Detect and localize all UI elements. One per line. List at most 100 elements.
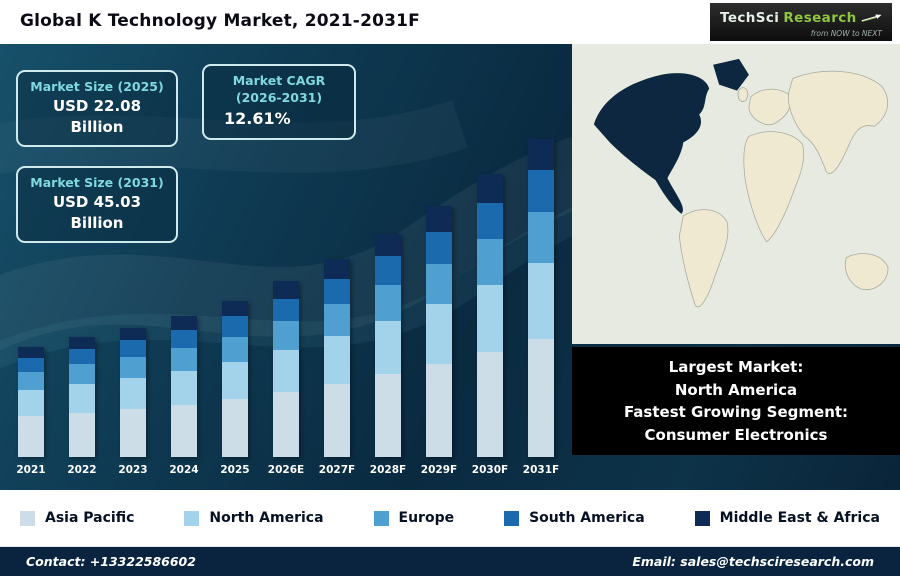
- x-axis-label-2030F: 2030F: [471, 464, 509, 476]
- market-size-2031-unit: Billion: [70, 213, 124, 232]
- segment-asia-pacific: [273, 392, 299, 457]
- legend: Asia Pacific North America Europe South Ame…: [0, 490, 900, 546]
- segment-north-america: [375, 320, 401, 375]
- contact-phone: Contact: +13322586602: [26, 554, 196, 569]
- bar-stack-2030F: [477, 174, 503, 457]
- market-size-2031-label: Market Size (2031): [30, 175, 164, 190]
- segment-south-america: [171, 329, 197, 349]
- segment-asia-pacific: [426, 364, 452, 457]
- segment-asia-pacific: [171, 404, 197, 457]
- market-size-2025-label: Market Size (2025): [30, 79, 164, 94]
- segment-asia-pacific: [375, 374, 401, 457]
- segment-asia-pacific: [324, 383, 350, 457]
- bar-stack-2029F: [426, 206, 452, 457]
- segment-south-america: [69, 348, 95, 365]
- south-america: [678, 209, 729, 308]
- legend-swatch-europe: [373, 510, 389, 526]
- techsci-logo: TechSci Research from NOW to NEXT: [710, 3, 892, 41]
- segment-europe: [18, 372, 44, 390]
- largest-market-label: Largest Market:: [668, 358, 804, 376]
- legend-swatch-north-america: [184, 510, 200, 526]
- segment-north-america: [324, 336, 350, 384]
- legend-label-europe: Europe: [398, 510, 455, 526]
- bar-2030F: 2030F: [467, 174, 513, 478]
- bar-stack-2021: [18, 346, 44, 457]
- segment-south-america: [18, 358, 44, 373]
- legend-swatch-asia-pacific: [20, 510, 35, 526]
- bar-chart: 2021 2022 2023 2024 2025 2026E 2027F 2028F 2029F…: [8, 58, 564, 478]
- x-axis-label-2028F: 2028F: [369, 464, 407, 476]
- x-axis-label-2026E: 2026E: [267, 464, 305, 476]
- market-size-2025-value: USD 22.08: [52, 96, 142, 115]
- segment-asia-pacific: [477, 352, 503, 457]
- segment-middle-east-africa: [375, 233, 401, 257]
- bar-2029F: 2029F: [416, 206, 462, 478]
- british-isles: [737, 87, 749, 102]
- segment-middle-east-africa: [69, 336, 95, 349]
- segment-europe: [120, 357, 146, 378]
- segment-north-america: [426, 304, 452, 365]
- fastest-segment-label: Fastest Growing Segment:: [623, 403, 849, 421]
- segment-europe: [273, 321, 299, 350]
- x-axis-label-2021: 2021: [16, 464, 46, 476]
- segment-middle-east-africa: [273, 281, 299, 299]
- segment-europe: [528, 211, 554, 263]
- bar-stack-2031F: [528, 139, 554, 457]
- bar-stack-2027F: [324, 259, 350, 457]
- legend-swatch-middle-east-africa: [694, 510, 710, 526]
- segment-south-america: [426, 231, 452, 265]
- largest-market-value: North America: [674, 380, 798, 399]
- segment-asia-pacific: [69, 412, 95, 457]
- page-title: Global K Technology Market, 2021-2031F: [20, 11, 420, 31]
- segment-north-america: [171, 370, 197, 405]
- x-axis-label-2024: 2024: [169, 464, 199, 476]
- segment-north-america: [69, 383, 95, 413]
- market-cagr-value: 12.61%: [224, 108, 291, 128]
- bar-stack-2023: [120, 327, 146, 457]
- legend-item-middle-east-africa: Middle East & Africa: [694, 510, 880, 526]
- legend-item-north-america: North America: [184, 510, 324, 526]
- bar-stack-2026E: [273, 281, 299, 457]
- footer: Contact: +13322586602 Email: sales@techs…: [0, 546, 900, 576]
- bar-stack-2024: [171, 315, 197, 457]
- world-map-panel: [572, 44, 900, 344]
- segment-middle-east-africa: [528, 139, 554, 171]
- market-size-2025-box: Market Size (2025) USD 22.08 Billion: [16, 70, 178, 147]
- segment-middle-east-africa: [120, 327, 146, 341]
- x-axis-label-2029F: 2029F: [420, 464, 458, 476]
- logo-arrow-icon: [861, 13, 882, 22]
- segment-south-america: [375, 256, 401, 286]
- legend-label-middle-east-africa: Middle East & Africa: [719, 510, 880, 526]
- segment-asia-pacific: [222, 399, 248, 457]
- segment-europe: [375, 285, 401, 321]
- market-size-2031-box: Market Size (2031) USD 45.03 Billion: [16, 166, 178, 243]
- bar-stack-2022: [69, 336, 95, 457]
- segment-europe: [324, 304, 350, 337]
- market-size-2025-unit: Billion: [70, 117, 124, 136]
- segment-south-america: [273, 298, 299, 322]
- bar-2027F: 2027F: [314, 259, 360, 478]
- segment-south-america: [222, 316, 248, 337]
- bar-2023: 2023: [110, 327, 156, 478]
- australia: [844, 253, 889, 291]
- segment-europe: [477, 239, 503, 285]
- africa: [743, 131, 804, 243]
- market-size-2031-value: USD 45.03: [52, 192, 142, 211]
- segment-south-america: [324, 279, 350, 305]
- north-america-highlight: [593, 73, 710, 214]
- legend-item-europe: Europe: [373, 510, 455, 526]
- segment-north-america: [18, 389, 44, 416]
- europe: [748, 88, 792, 126]
- bar-2025: 2025: [212, 300, 258, 478]
- segment-middle-east-africa: [324, 259, 350, 280]
- main-area: Market Size (2025) USD 22.08 Billion Mar…: [0, 44, 900, 490]
- bar-2031F: 2031F: [518, 139, 564, 478]
- legend-label-south-america: South America: [529, 510, 645, 526]
- logo-row: TechSci Research: [720, 8, 882, 28]
- legend-label-north-america: North America: [209, 510, 324, 526]
- bar-stack-2025: [222, 300, 248, 457]
- world-map: [572, 44, 900, 344]
- segment-asia-pacific: [528, 339, 554, 457]
- logo-tagline: from NOW to NEXT: [810, 28, 882, 38]
